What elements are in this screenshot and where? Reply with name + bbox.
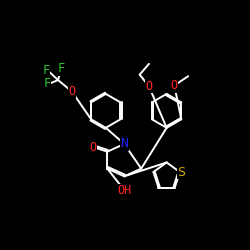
Text: F: F xyxy=(42,64,49,76)
Text: F: F xyxy=(58,62,65,75)
Text: O: O xyxy=(68,85,76,98)
Text: O: O xyxy=(171,79,178,92)
Text: F: F xyxy=(44,78,51,90)
Text: OH: OH xyxy=(117,184,132,198)
Text: N: N xyxy=(120,138,128,150)
Text: O: O xyxy=(89,140,96,153)
Text: S: S xyxy=(177,166,185,178)
Text: O: O xyxy=(145,80,152,93)
